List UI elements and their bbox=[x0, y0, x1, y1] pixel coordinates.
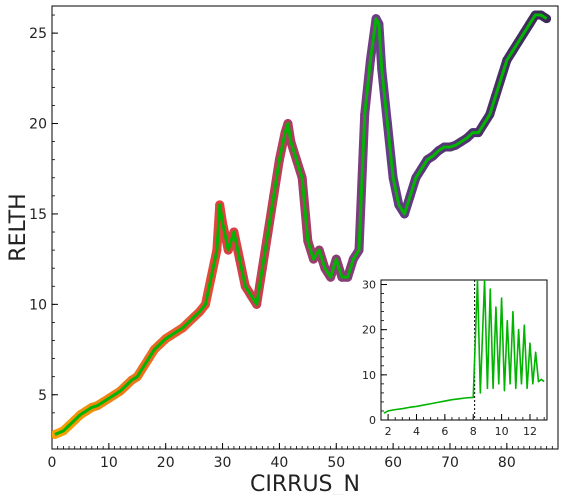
main-x-tick-label: 30 bbox=[214, 455, 232, 471]
inset-x-tick-label: 2 bbox=[385, 425, 392, 438]
main-series-group bbox=[52, 10, 552, 440]
inset-y-tick-label: 0 bbox=[369, 414, 376, 427]
inset-x-tick-label: 8 bbox=[470, 425, 477, 438]
main-x-tick-label: 80 bbox=[498, 455, 516, 471]
inset-series-line-0 bbox=[383, 280, 545, 414]
inset-x-tick-label: 12 bbox=[523, 425, 537, 438]
main-x-tick-label: 70 bbox=[441, 455, 459, 471]
main-y-tick-label: 20 bbox=[29, 117, 47, 133]
main-series-line-0 bbox=[54, 13, 548, 436]
main-x-tick-label: 0 bbox=[48, 455, 57, 471]
inset-y-tick-label: 20 bbox=[362, 324, 376, 337]
inset-series-group bbox=[383, 280, 545, 414]
main-y-tick-label: 25 bbox=[29, 26, 47, 42]
main-x-tick-label: 10 bbox=[100, 455, 118, 471]
main-y-axis-title: RELTH bbox=[6, 193, 31, 261]
inset-x-tick-label: 6 bbox=[441, 425, 448, 438]
main-x-tick-label: 20 bbox=[157, 455, 175, 471]
main-x-tick-label: 40 bbox=[271, 455, 289, 471]
main-y-tick-label: 5 bbox=[38, 388, 47, 404]
main-y-tick-label: 15 bbox=[29, 207, 47, 223]
main-x-axis-title: CIRRUS_N bbox=[250, 472, 360, 495]
inset-y-tick-label: 10 bbox=[362, 369, 376, 382]
inset-x-tick-label: 10 bbox=[495, 425, 509, 438]
inset-axes: 2 4 6 8 10 12 0 10 20 30 bbox=[362, 279, 548, 438]
main-x-tick-label: 60 bbox=[384, 455, 402, 471]
main-x-tick-label: 50 bbox=[327, 455, 345, 471]
inset-y-tick-label: 30 bbox=[362, 279, 376, 292]
inset-plot-frame bbox=[380, 279, 548, 421]
inset-x-tick-label: 4 bbox=[413, 425, 420, 438]
main-y-tick-label: 10 bbox=[29, 297, 47, 313]
